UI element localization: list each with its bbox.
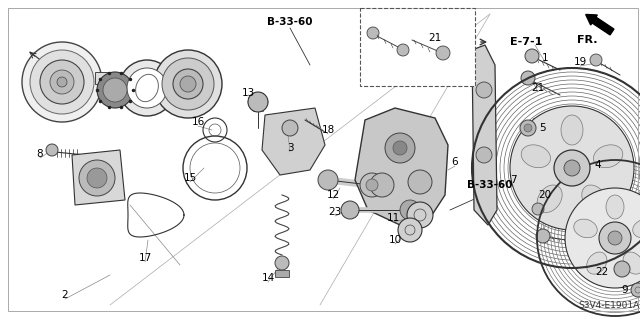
Text: 20: 20 — [538, 190, 552, 200]
Text: 7: 7 — [509, 175, 516, 185]
FancyBboxPatch shape — [360, 8, 475, 86]
Circle shape — [520, 120, 536, 136]
Ellipse shape — [587, 252, 607, 274]
Circle shape — [532, 203, 544, 215]
Text: FR.: FR. — [577, 35, 598, 45]
Ellipse shape — [623, 252, 640, 274]
Text: 6: 6 — [452, 157, 458, 167]
Text: 11: 11 — [387, 213, 399, 223]
Circle shape — [46, 144, 58, 156]
Circle shape — [154, 50, 222, 118]
Circle shape — [79, 160, 115, 196]
Text: 19: 19 — [573, 57, 587, 67]
Text: 18: 18 — [321, 125, 335, 135]
Text: 17: 17 — [138, 253, 152, 263]
Ellipse shape — [574, 219, 597, 238]
Circle shape — [162, 58, 214, 110]
Circle shape — [599, 222, 631, 254]
Circle shape — [180, 76, 196, 92]
Polygon shape — [355, 108, 448, 225]
Text: 9: 9 — [621, 285, 628, 295]
Ellipse shape — [561, 115, 583, 145]
Circle shape — [370, 173, 394, 197]
Circle shape — [318, 170, 338, 190]
Text: 16: 16 — [191, 117, 205, 127]
Circle shape — [536, 229, 550, 243]
Circle shape — [40, 60, 84, 104]
Circle shape — [393, 141, 407, 155]
Circle shape — [103, 78, 127, 102]
Circle shape — [127, 68, 167, 108]
Text: 1: 1 — [541, 53, 548, 63]
Circle shape — [446, 11, 460, 25]
Text: 4: 4 — [595, 160, 602, 170]
Circle shape — [97, 72, 133, 108]
Circle shape — [87, 168, 107, 188]
Circle shape — [608, 231, 622, 245]
Text: 22: 22 — [595, 267, 609, 277]
Text: 21: 21 — [428, 33, 442, 43]
Circle shape — [565, 188, 640, 288]
Circle shape — [476, 147, 492, 163]
Circle shape — [521, 71, 535, 85]
Ellipse shape — [606, 195, 624, 219]
Circle shape — [248, 92, 268, 112]
Text: 15: 15 — [184, 173, 196, 183]
Polygon shape — [72, 150, 125, 205]
Circle shape — [22, 42, 102, 122]
Ellipse shape — [593, 145, 623, 168]
Circle shape — [614, 261, 630, 277]
Text: E-7-1: E-7-1 — [510, 37, 542, 47]
Circle shape — [436, 46, 450, 60]
Ellipse shape — [633, 219, 640, 238]
Circle shape — [119, 60, 175, 116]
Text: 13: 13 — [241, 88, 255, 98]
Circle shape — [30, 50, 94, 114]
Circle shape — [341, 201, 359, 219]
Circle shape — [524, 124, 532, 132]
Text: B-33-60: B-33-60 — [467, 180, 513, 190]
Circle shape — [631, 283, 640, 297]
Text: 10: 10 — [388, 235, 401, 245]
Circle shape — [400, 200, 420, 220]
Circle shape — [366, 179, 378, 191]
Bar — [95, 72, 109, 84]
Text: 14: 14 — [261, 273, 275, 283]
Circle shape — [398, 218, 422, 242]
FancyArrow shape — [586, 14, 614, 35]
Circle shape — [173, 69, 203, 99]
Text: 8: 8 — [36, 149, 44, 159]
Ellipse shape — [521, 145, 550, 168]
Polygon shape — [472, 45, 497, 225]
Circle shape — [385, 133, 415, 163]
Ellipse shape — [582, 185, 607, 212]
Polygon shape — [262, 108, 325, 175]
Circle shape — [397, 44, 409, 56]
Text: 2: 2 — [61, 290, 68, 300]
Circle shape — [50, 70, 74, 94]
Circle shape — [282, 120, 298, 136]
Circle shape — [367, 27, 379, 39]
Text: B-33-60: B-33-60 — [268, 17, 313, 27]
Text: 23: 23 — [328, 207, 342, 217]
Circle shape — [57, 77, 67, 87]
Text: S3V4-E1901A: S3V4-E1901A — [579, 300, 640, 309]
Circle shape — [408, 170, 432, 194]
Circle shape — [407, 202, 433, 228]
Ellipse shape — [537, 185, 562, 212]
Circle shape — [525, 49, 539, 63]
Text: 12: 12 — [326, 190, 340, 200]
Circle shape — [564, 160, 580, 176]
Text: 3: 3 — [287, 143, 293, 153]
Text: 21: 21 — [531, 83, 545, 93]
Circle shape — [360, 173, 384, 197]
Circle shape — [476, 82, 492, 98]
Circle shape — [554, 150, 590, 186]
Text: 5: 5 — [540, 123, 547, 133]
Circle shape — [275, 256, 289, 270]
Circle shape — [510, 106, 634, 230]
Bar — [275, 270, 289, 277]
Circle shape — [590, 54, 602, 66]
